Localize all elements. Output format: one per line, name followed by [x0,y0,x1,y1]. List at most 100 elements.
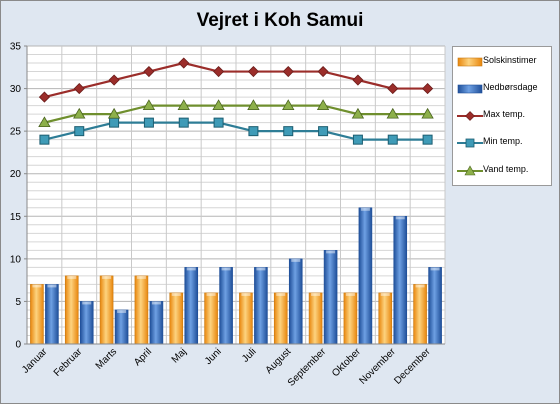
bar-top-highlight-0-9 [345,292,355,296]
bar-top-highlight-0-5 [206,292,216,296]
bar-1-8 [323,250,338,345]
x-tick-label-4: Maj [170,346,189,365]
bar-top-highlight-0-4 [171,292,181,296]
bar-1-9 [358,207,373,345]
marker-1-6 [248,126,259,137]
bar-top-highlight-1-7 [291,258,301,262]
marker-0-6 [247,65,259,78]
marker-1-4 [178,117,189,128]
bar-0-5 [204,292,218,345]
legend-label-4: Vand temp. [483,164,529,174]
bar-top-highlight-0-0 [32,284,42,288]
bar-top-highlight-0-2 [102,275,112,279]
marker-0-4 [178,57,190,69]
bar-top-highlight-1-0 [47,284,57,288]
bar-1-2 [114,309,129,345]
bar-0-2 [99,275,114,345]
marker-2-2 [107,107,121,119]
bar-0-4 [169,292,184,345]
marker-2-10 [386,107,399,119]
marker-2-9 [351,107,365,119]
legend-symbol-2 [457,111,483,121]
bar-0-11 [413,284,427,345]
legend-item-2: Max temp. [453,107,551,125]
series-line-0 [44,61,428,99]
legend-symbol-0 [457,57,483,67]
marker-0-3 [143,65,155,78]
marker-2-0 [38,116,51,128]
bar-layer [30,207,442,345]
legend-symbol-3 [457,138,483,148]
x-tick-label-7: August [264,346,294,376]
legend-symbol-1 [457,84,483,94]
x-tick-label-6: Juli [240,346,258,364]
series-line-2 [44,104,428,124]
y-tick-label-1: 5 [15,297,21,308]
marker-0-0 [38,91,50,103]
grid-layer [26,45,446,345]
bar-top-highlight-0-11 [415,284,425,288]
bar-0-8 [308,292,323,345]
legend-symbol-4 [457,165,483,176]
marker-0-11 [422,83,434,95]
bar-1-1 [79,301,94,345]
marker-2-1 [73,107,86,119]
bar-top-highlight-1-11 [430,267,440,271]
bar-1-11 [428,267,442,345]
chart-title: Vejret i Koh Samui [196,10,364,31]
bar-top-highlight-1-10 [395,216,405,220]
marker-1-7 [283,126,294,137]
marker-1-11 [422,134,433,145]
bar-top-highlight-0-3 [136,275,146,279]
bar-top-highlight-0-1 [67,275,77,279]
bar-top-highlight-0-6 [241,292,251,296]
bar-0-3 [134,275,149,345]
bar-0-1 [64,275,79,345]
marker-0-7 [282,65,294,78]
marker-1-2 [109,117,120,128]
x-tick-label-10: November [357,346,398,387]
bar-1-3 [149,301,164,345]
marker-2-6 [247,99,260,110]
marker-0-9 [352,74,364,86]
bar-top-highlight-1-8 [326,250,336,254]
bar-top-highlight-1-5 [221,267,231,271]
y-tick-label-3: 15 [10,212,22,223]
y-tick-label-5: 25 [10,127,22,138]
marker-2-5 [212,99,225,110]
marker-1-9 [352,134,363,145]
marker-0-1 [73,83,85,95]
bar-0-6 [239,292,253,345]
bar-1-0 [45,284,59,345]
marker-1-5 [213,117,224,128]
marker-0-8 [317,65,329,78]
bar-1-7 [288,258,303,345]
marker-2-11 [421,107,434,119]
bar-top-highlight-0-8 [311,292,321,296]
legend-label-1: Nedbørsdage [483,82,538,92]
bar-1-10 [393,215,408,345]
y-tick-label-7: 35 [10,42,22,53]
bar-1-6 [254,267,268,345]
bar-0-0 [30,284,44,345]
legend-item-1: Nedbørsdage [453,80,551,98]
bar-top-highlight-1-6 [256,267,266,271]
bar-top-highlight-1-4 [186,267,196,271]
legend-item-3: Min temp. [453,134,551,152]
marker-1-0 [39,134,50,145]
bar-top-highlight-0-10 [380,292,390,296]
x-tick-label-5: Juni [203,346,224,367]
bar-top-highlight-0-7 [276,292,286,296]
series-line-1 [44,121,428,141]
x-tick-label-0: Januar [20,346,50,376]
legend: Solskinstimer Nedbørsdage Max temp. Min tem… [452,46,552,186]
bar-top-highlight-1-2 [117,309,127,313]
marker-0-2 [108,74,120,86]
bar-top-highlight-1-9 [360,207,370,211]
x-tick-label-8: September [286,346,329,389]
bar-1-5 [219,267,233,345]
y-tick-label-4: 20 [10,169,22,180]
bar-0-9 [343,292,358,345]
x-tick-label-1: Februar [52,346,85,379]
y-tick-label-2: 10 [10,254,22,265]
